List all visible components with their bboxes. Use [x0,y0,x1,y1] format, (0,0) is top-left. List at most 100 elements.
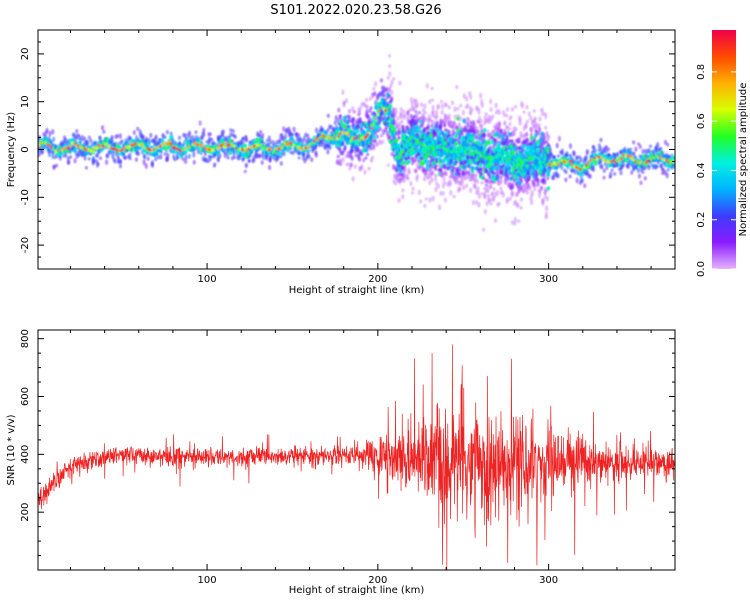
spectrogram-cell [591,164,595,171]
spectrogram-cell [522,110,526,114]
spectrogram-cell [392,77,396,81]
spectrogram-cell [643,176,647,181]
spectrogram-cell [155,151,159,157]
spectrogram-cell [326,113,330,118]
spectrogram-cell [355,124,359,129]
spectrogram-cell [443,123,447,128]
spectrogram-cell [422,177,427,182]
spectrogram-cell [514,104,518,109]
spectrogram-cell [430,177,434,183]
spectrogram-cell [366,152,370,157]
spectrogram-cell [52,164,56,169]
spectrogram-cell [505,196,509,203]
spectrogram-cell [210,137,214,142]
spectrogram-cell [394,110,398,115]
spectrogram-cell [358,106,362,112]
spectrogram-cell [470,107,474,112]
spectrogram-cell [347,114,352,119]
spectrogram-cell [221,129,225,135]
spectrogram-cell [229,128,233,132]
spectrogram-cell [415,113,419,119]
spectrogram-cell [232,134,237,138]
spectrogram-cell [648,144,653,148]
spectrogram-cell [440,109,444,115]
spectrogram-cell [374,80,378,87]
spectrogram-cell [350,149,354,153]
spectrogram-cell [441,182,446,189]
spectrogram-cell [455,175,460,180]
spectrogram-cell [543,112,547,116]
spectrogram-cell [244,162,248,167]
spectrogram-cell [138,129,142,135]
spectrogram-cell [83,154,87,161]
spectrogram-cell [655,164,659,169]
spectrogram-cell [189,139,193,143]
spectrogram-cell [369,141,373,147]
spectrogram-cell [656,141,660,148]
spectrogram-cell [320,128,325,133]
spectrogram-cell [509,184,513,190]
spectrogram-cell [557,135,562,142]
spectrogram-cell [394,138,399,143]
spectrogram-cell [375,134,379,139]
spectrogram-cell [541,200,545,206]
spectrogram-cell [479,118,483,124]
spectrogram-cell [605,165,609,171]
spectrogram-cell [420,102,424,108]
spectrogram-cell [497,201,501,206]
spectrogram-cell [241,136,245,141]
spectrogram-cell [474,173,478,178]
spectrogram-cell [447,105,451,110]
spectrogram-cell [383,122,387,127]
spectrogram-cell [572,150,576,157]
spectrogram-cell [520,102,525,109]
spectrogram-cell [542,138,546,144]
spectrogram-cell [383,114,387,119]
spectrogram-cell [483,208,487,215]
spectrogram-cell [519,197,524,202]
spectrogram-cell [440,119,444,124]
spectrogram-cell [310,157,314,163]
spectrogram-cell [480,102,485,109]
spectrogram-cell [349,162,353,168]
spectrogram-cell [457,122,461,127]
spectrogram-cell [589,160,594,166]
spectrogram-cell [447,129,451,134]
spectrogram-cell [388,64,392,69]
spectrogram-cell [545,205,549,212]
spectrogram-cell [379,78,384,83]
spectrogram-cell [347,162,351,167]
spectrogram-cell [489,98,493,105]
spectrogram-cell [365,104,370,110]
spectrogram-cell [297,151,302,156]
spectrogram-cell [435,113,439,118]
spectrogram-cell [391,163,396,170]
spectrogram-cell [260,160,264,165]
spectrogram-cell [509,115,513,119]
spectrogram-cell [345,154,349,159]
spectrogram-cell [399,107,403,112]
spectrogram-cell [339,119,344,125]
spectrogram-cell [440,103,445,110]
spectrogram-cell [334,114,338,121]
spectrogram-cell [223,152,227,159]
spectrogram-cell [419,199,423,204]
spectrogram-cell [381,139,385,145]
spectrogram-cell [118,159,123,164]
spectrogram-cell [599,137,603,143]
spectrogram-cell [410,117,414,123]
spectrogram-cell [141,134,145,139]
spectrogram-cell [148,139,153,144]
spectrogram-cell [183,150,188,155]
spectrogram-cell [575,156,579,161]
spectrogram-cell [264,156,269,161]
spectrogram-cell [232,155,237,160]
spectrogram-cell [545,196,550,202]
spectrogram-cell [338,113,343,119]
spectrogram-cell [169,131,173,137]
spectrogram-cell [487,140,491,145]
spectrogram-cell [238,140,243,147]
spectrogram-cell [424,197,428,201]
spectrogram-cell [252,158,256,163]
spectrogram-cell [443,101,448,108]
